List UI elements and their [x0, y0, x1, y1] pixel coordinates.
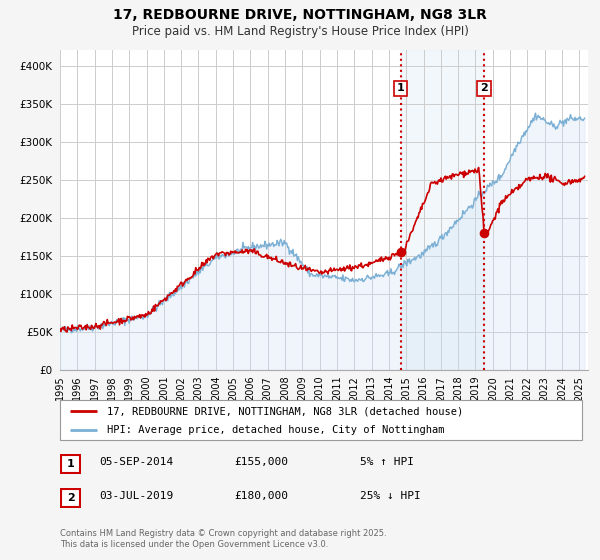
- Text: 1: 1: [397, 83, 404, 94]
- Text: 17, REDBOURNE DRIVE, NOTTINGHAM, NG8 3LR (detached house): 17, REDBOURNE DRIVE, NOTTINGHAM, NG8 3LR…: [107, 407, 463, 417]
- Text: 2: 2: [480, 83, 488, 94]
- FancyBboxPatch shape: [61, 489, 80, 507]
- Point: [479, 228, 489, 237]
- Text: £180,000: £180,000: [234, 491, 288, 501]
- Bar: [401, 50, 484, 370]
- Text: HPI: Average price, detached house, City of Nottingham: HPI: Average price, detached house, City…: [107, 425, 445, 435]
- FancyBboxPatch shape: [61, 455, 80, 473]
- Text: 05-SEP-2014: 05-SEP-2014: [99, 457, 173, 467]
- Text: 03-JUL-2019: 03-JUL-2019: [99, 491, 173, 501]
- Text: 17, REDBOURNE DRIVE, NOTTINGHAM, NG8 3LR: 17, REDBOURNE DRIVE, NOTTINGHAM, NG8 3LR: [113, 8, 487, 22]
- Text: £155,000: £155,000: [234, 457, 288, 467]
- Point: [396, 248, 406, 256]
- Text: Contains HM Land Registry data © Crown copyright and database right 2025.
This d: Contains HM Land Registry data © Crown c…: [60, 529, 386, 549]
- Text: 25% ↓ HPI: 25% ↓ HPI: [360, 491, 421, 501]
- Text: 5% ↑ HPI: 5% ↑ HPI: [360, 457, 414, 467]
- Text: 1: 1: [67, 459, 74, 469]
- FancyBboxPatch shape: [60, 400, 582, 440]
- Text: 2: 2: [67, 493, 74, 503]
- Text: Price paid vs. HM Land Registry's House Price Index (HPI): Price paid vs. HM Land Registry's House …: [131, 25, 469, 38]
